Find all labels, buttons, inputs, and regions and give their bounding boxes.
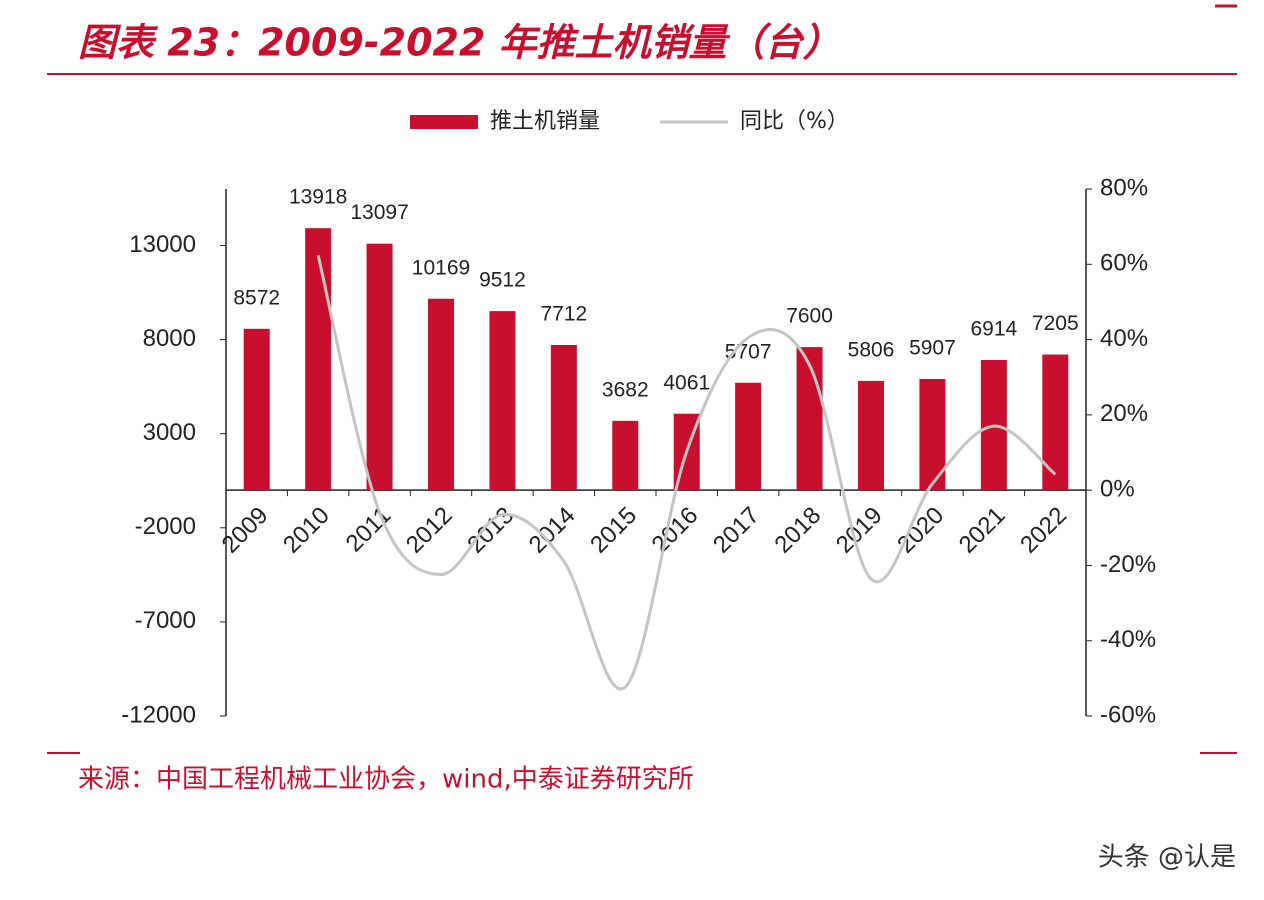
bar (796, 347, 823, 491)
value-label: 7205 (1032, 312, 1079, 335)
source-note: 来源：中国工程机械工业协会，wind,中泰证券研究所 (78, 765, 694, 795)
legend-label: 推土机销量 (490, 109, 600, 134)
value-label: 10169 (412, 256, 470, 279)
bar (489, 311, 516, 491)
bar (305, 228, 332, 491)
x-tick-label: 2022 (1015, 502, 1072, 559)
y-tick-label: 8000 (143, 325, 196, 352)
value-label: 7712 (540, 303, 587, 326)
x-tick-label: 2009 (217, 502, 274, 559)
value-label: 7600 (786, 305, 833, 328)
y2-tick-label: 80% (1100, 174, 1148, 201)
y-tick-label: 13000 (129, 231, 196, 258)
y-tick-label: 3000 (143, 419, 196, 446)
value-label: 9512 (479, 269, 526, 292)
x-tick-label: 2016 (647, 502, 704, 559)
chart-title: 图表 23：2009-2022 年推土机销量（台） (78, 21, 841, 65)
value-label: 3682 (602, 378, 649, 401)
legend-swatch (410, 115, 478, 129)
bar (735, 382, 762, 491)
bar (858, 380, 884, 491)
x-tick-label: 2015 (585, 502, 642, 559)
x-tick-label: 2017 (708, 502, 765, 559)
y-tick-label: -12000 (121, 701, 196, 728)
y-tick-label: -2000 (135, 513, 196, 540)
y2-tick-label: -20% (1100, 551, 1156, 578)
bar (243, 328, 270, 491)
y-tick-label: -7000 (135, 607, 196, 634)
bar (612, 420, 639, 491)
bar (550, 344, 577, 491)
x-tick-label: 2013 (462, 502, 519, 559)
value-label: 5907 (909, 337, 956, 360)
x-tick-label: 2018 (769, 502, 826, 559)
bar (1042, 354, 1069, 491)
yoy-line (316, 254, 1057, 691)
y2-tick-label: -60% (1100, 701, 1156, 728)
y2-tick-label: 40% (1100, 325, 1148, 352)
value-label: 5806 (848, 338, 895, 361)
value-label: 13918 (289, 186, 347, 209)
value-label: 6914 (970, 318, 1017, 341)
y2-tick-label: 60% (1100, 250, 1148, 277)
bar (366, 243, 393, 491)
x-tick-label: 2012 (401, 502, 458, 559)
x-tick-label: 2014 (524, 502, 581, 559)
x-tick-label: 2021 (954, 502, 1011, 559)
watermark: 头条 @认是 (1098, 843, 1236, 873)
legend-label: 同比（%） (740, 109, 849, 134)
y2-tick-label: 20% (1100, 400, 1148, 427)
y2-tick-label: 0% (1100, 475, 1135, 502)
value-label: 8572 (233, 286, 280, 309)
x-tick-label: 2010 (278, 502, 335, 559)
value-label: 13097 (350, 201, 408, 224)
value-label: 4061 (663, 371, 710, 394)
y2-tick-label: -40% (1100, 626, 1156, 653)
bar (428, 298, 454, 491)
value-label: 5707 (725, 340, 772, 363)
